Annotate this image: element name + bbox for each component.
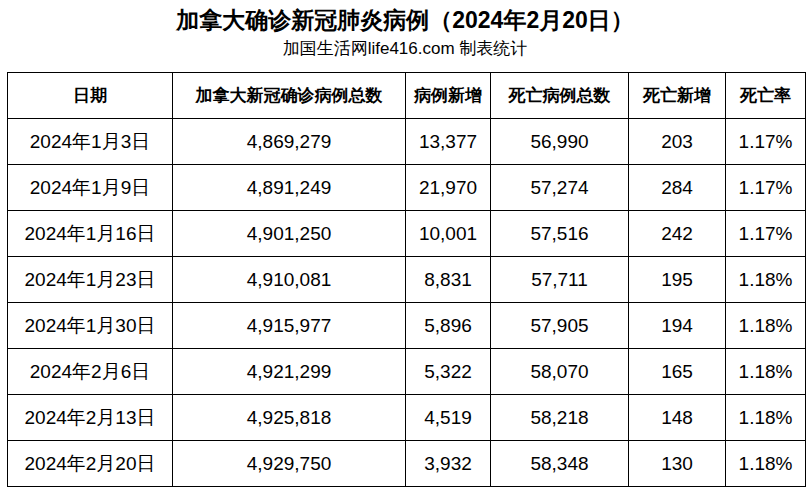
- cell-new-deaths: 130: [629, 441, 726, 487]
- cell-new-deaths: 203: [629, 119, 726, 165]
- cell-date: 2024年1月3日: [8, 119, 173, 165]
- cell-death-rate: 1.18%: [726, 257, 806, 303]
- cell-total-deaths: 58,218: [491, 395, 629, 441]
- column-header-total-deaths: 死亡病例总数: [491, 73, 629, 119]
- cell-total-deaths: 56,990: [491, 119, 629, 165]
- cell-new-deaths: 242: [629, 211, 726, 257]
- cell-total-cases: 4,929,750: [173, 441, 406, 487]
- cell-new-cases: 8,831: [406, 257, 491, 303]
- cell-death-rate: 1.18%: [726, 441, 806, 487]
- cell-death-rate: 1.17%: [726, 165, 806, 211]
- table-row: 2024年1月23日 4,910,081 8,831 57,711 195 1.…: [8, 257, 806, 303]
- cell-new-cases: 5,896: [406, 303, 491, 349]
- cell-death-rate: 1.18%: [726, 395, 806, 441]
- covid-stats-table: 日期 加拿大新冠确诊病例总数 病例新增 死亡病例总数 死亡新增 死亡率 2024…: [7, 72, 806, 487]
- column-header-date: 日期: [8, 73, 173, 119]
- cell-new-cases: 4,519: [406, 395, 491, 441]
- cell-new-deaths: 194: [629, 303, 726, 349]
- cell-new-cases: 13,377: [406, 119, 491, 165]
- cell-death-rate: 1.17%: [726, 119, 806, 165]
- cell-total-cases: 4,915,977: [173, 303, 406, 349]
- cell-new-deaths: 284: [629, 165, 726, 211]
- cell-total-deaths: 58,348: [491, 441, 629, 487]
- cell-total-cases: 4,869,279: [173, 119, 406, 165]
- column-header-total-cases: 加拿大新冠确诊病例总数: [173, 73, 406, 119]
- cell-total-cases: 4,891,249: [173, 165, 406, 211]
- table-row: 2024年2月6日 4,921,299 5,322 58,070 165 1.1…: [8, 349, 806, 395]
- column-header-new-cases: 病例新增: [406, 73, 491, 119]
- cell-new-cases: 21,970: [406, 165, 491, 211]
- table-row: 2024年2月20日 4,929,750 3,932 58,348 130 1.…: [8, 441, 806, 487]
- cell-date: 2024年2月13日: [8, 395, 173, 441]
- cell-date: 2024年1月30日: [8, 303, 173, 349]
- cell-total-cases: 4,921,299: [173, 349, 406, 395]
- cell-death-rate: 1.18%: [726, 303, 806, 349]
- column-header-new-deaths: 死亡新增: [629, 73, 726, 119]
- cell-date: 2024年2月20日: [8, 441, 173, 487]
- header-row: 日期 加拿大新冠确诊病例总数 病例新增 死亡病例总数 死亡新增 死亡率: [8, 73, 806, 119]
- table-row: 2024年1月16日 4,901,250 10,001 57,516 242 1…: [8, 211, 806, 257]
- cell-total-cases: 4,910,081: [173, 257, 406, 303]
- cell-total-deaths: 57,274: [491, 165, 629, 211]
- table-row: 2024年1月30日 4,915,977 5,896 57,905 194 1.…: [8, 303, 806, 349]
- cell-date: 2024年1月16日: [8, 211, 173, 257]
- table-row: 2024年2月13日 4,925,818 4,519 58,218 148 1.…: [8, 395, 806, 441]
- cell-new-cases: 5,322: [406, 349, 491, 395]
- cell-new-deaths: 165: [629, 349, 726, 395]
- table-row: 2024年1月9日 4,891,249 21,970 57,274 284 1.…: [8, 165, 806, 211]
- cell-total-cases: 4,901,250: [173, 211, 406, 257]
- cell-date: 2024年2月6日: [8, 349, 173, 395]
- cell-date: 2024年1月9日: [8, 165, 173, 211]
- cell-new-deaths: 195: [629, 257, 726, 303]
- cell-total-cases: 4,925,818: [173, 395, 406, 441]
- table-row: 2024年1月3日 4,869,279 13,377 56,990 203 1.…: [8, 119, 806, 165]
- cell-new-cases: 3,932: [406, 441, 491, 487]
- page-subtitle: 加国生活网life416.com 制表统计: [0, 38, 810, 60]
- page-title: 加拿大确诊新冠肺炎病例（2024年2月20日）: [0, 6, 810, 34]
- column-header-death-rate: 死亡率: [726, 73, 806, 119]
- cell-new-deaths: 148: [629, 395, 726, 441]
- cell-total-deaths: 58,070: [491, 349, 629, 395]
- cell-death-rate: 1.17%: [726, 211, 806, 257]
- cell-total-deaths: 57,516: [491, 211, 629, 257]
- cell-total-deaths: 57,905: [491, 303, 629, 349]
- cell-new-cases: 10,001: [406, 211, 491, 257]
- cell-date: 2024年1月23日: [8, 257, 173, 303]
- cell-death-rate: 1.18%: [726, 349, 806, 395]
- cell-total-deaths: 57,711: [491, 257, 629, 303]
